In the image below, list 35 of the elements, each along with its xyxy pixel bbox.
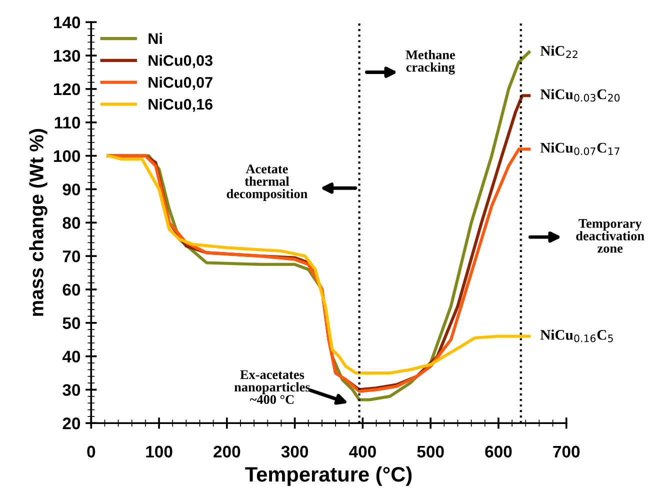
x-tick-label: 100 bbox=[146, 446, 172, 458]
x-tick-label: 500 bbox=[417, 446, 444, 458]
y-tick-label: 70 bbox=[62, 250, 80, 262]
y-tick-label: 20 bbox=[62, 418, 80, 430]
annotation: NiC$_{22}$ bbox=[540, 46, 578, 58]
x-tick-label: 400 bbox=[349, 446, 376, 458]
y-tick-label: 110 bbox=[54, 116, 80, 129]
y-tick-label: 120 bbox=[54, 83, 80, 96]
y-tick-label: 100 bbox=[54, 150, 80, 162]
x-tick-label: 200 bbox=[214, 446, 240, 458]
annotation: Methane cracking bbox=[406, 50, 456, 74]
x-axis-title: Temperature (°C) bbox=[245, 466, 412, 486]
text: Temporary deactivation zone bbox=[576, 219, 644, 253]
x-tick-label: 0 bbox=[87, 446, 96, 458]
x-tick-label: 300 bbox=[281, 446, 308, 458]
legend-label: Ni bbox=[148, 32, 162, 44]
annotation: NiCu$_{0.03}$C$_{20}$ bbox=[540, 88, 620, 102]
legend-label: NiCu0,16 bbox=[148, 98, 212, 112]
y-tick-label: 90 bbox=[62, 184, 80, 196]
annotation: Acetate thermal decomposition bbox=[226, 164, 308, 201]
y-tick-label: 30 bbox=[62, 384, 80, 396]
annotation: NiCu$_{0.07}$C$_{17}$ bbox=[540, 142, 620, 156]
y-tick-label: 40 bbox=[62, 350, 80, 362]
y-axis-title: mass change (Wt %) bbox=[29, 129, 48, 316]
y-tick-label: 140 bbox=[54, 16, 80, 28]
y-tick-label: 80 bbox=[62, 217, 80, 229]
x-tick-label: 700 bbox=[553, 446, 580, 458]
legend-label: NiCu0,07 bbox=[148, 76, 212, 90]
annotation: NiCu$_{0.16}$C$_{5}$ bbox=[540, 330, 613, 342]
annotation: Ex-acetates nanoparticles ~400 °C bbox=[234, 370, 310, 404]
legend-label: NiCu0,03 bbox=[148, 54, 212, 68]
x-tick-label: 600 bbox=[485, 446, 512, 458]
y-tick-label: 130 bbox=[54, 50, 80, 62]
y-tick-label: 50 bbox=[62, 317, 80, 330]
y-tick-label: 60 bbox=[62, 284, 80, 296]
